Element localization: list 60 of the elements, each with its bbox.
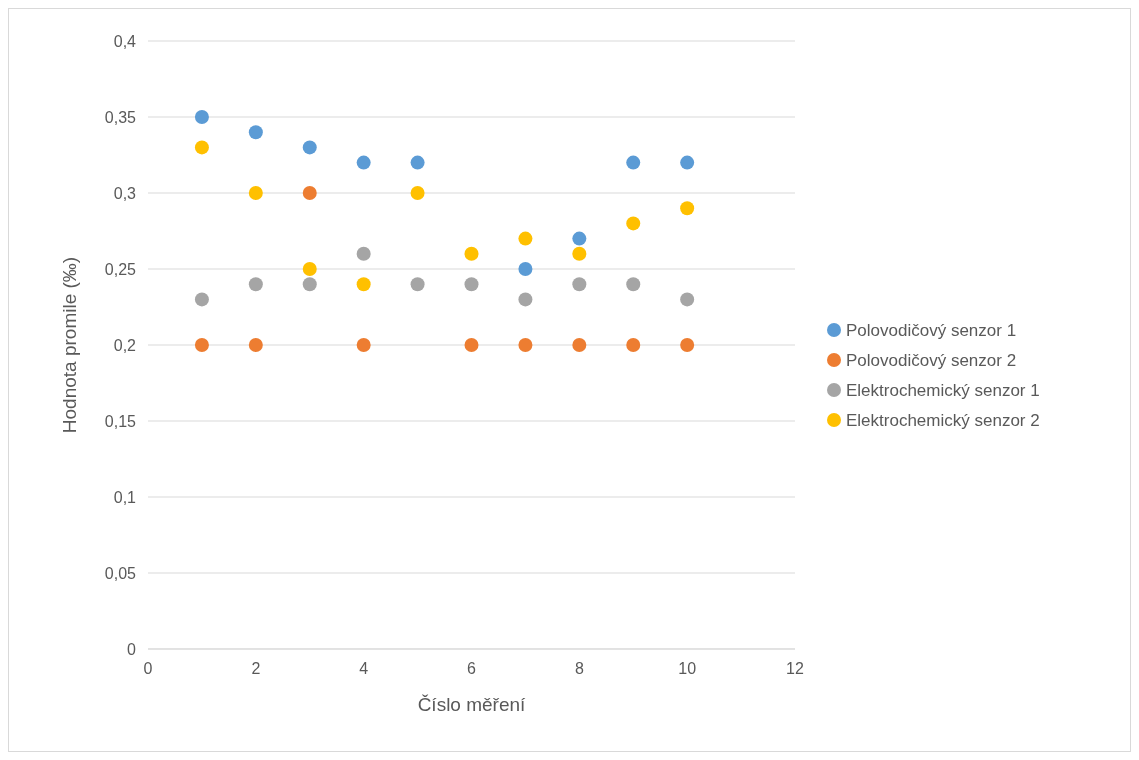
point <box>194 292 209 307</box>
point <box>302 262 317 276</box>
y-tick-label: 0,05 <box>104 564 137 582</box>
legend-label: Elektrochemický senzor 1 <box>846 380 1040 400</box>
point <box>302 140 317 155</box>
x-tick-label: 10 <box>678 660 697 677</box>
point <box>356 277 371 292</box>
y-tick-label: 0 <box>127 640 137 658</box>
x-tick-label: 4 <box>359 660 369 677</box>
point <box>680 292 695 307</box>
point <box>464 246 479 261</box>
x-axis-title: Číslo měření <box>417 694 527 715</box>
point <box>248 277 263 292</box>
point <box>248 338 263 352</box>
y-tick-label: 0,25 <box>104 260 137 278</box>
point <box>518 231 533 246</box>
point <box>572 338 587 352</box>
point <box>356 155 371 170</box>
point <box>572 246 587 261</box>
x-tick-label: 0 <box>143 660 153 677</box>
point <box>626 155 641 170</box>
point <box>626 338 641 352</box>
point <box>302 277 317 292</box>
point <box>464 338 479 352</box>
point <box>626 277 641 292</box>
point <box>356 338 371 352</box>
legend-label: Polovodičový senzor 1 <box>846 320 1017 340</box>
point <box>518 338 533 352</box>
legend-label: Polovodičový senzor 2 <box>846 350 1017 370</box>
point <box>518 262 533 276</box>
point <box>410 155 425 170</box>
point <box>194 140 209 155</box>
point <box>194 110 209 124</box>
x-tick-label: 8 <box>574 660 584 677</box>
y-tick-label: 0,3 <box>113 184 137 202</box>
point <box>410 186 425 200</box>
point <box>410 277 425 292</box>
point <box>248 125 263 140</box>
point <box>194 338 209 352</box>
y-axis-title: Hodnota promile (‰) <box>59 256 80 434</box>
point <box>464 277 479 292</box>
y-tick-label: 0,4 <box>113 32 137 50</box>
point <box>248 186 263 200</box>
point <box>356 246 371 261</box>
y-tick-label: 0,2 <box>113 336 137 354</box>
point <box>572 277 587 292</box>
legend-label: Elektrochemický senzor 2 <box>846 410 1040 430</box>
point <box>680 201 695 216</box>
point <box>680 338 695 352</box>
point <box>680 155 695 170</box>
x-tick-label: 2 <box>251 660 261 677</box>
point <box>626 216 641 231</box>
y-tick-label: 0,35 <box>104 108 137 126</box>
x-tick-label: 12 <box>786 660 804 677</box>
y-tick-label: 0,15 <box>104 412 137 430</box>
x-tick-label: 6 <box>467 660 477 677</box>
point <box>518 292 533 307</box>
y-tick-label: 0,1 <box>113 488 137 506</box>
point <box>572 231 587 246</box>
point <box>302 186 317 200</box>
